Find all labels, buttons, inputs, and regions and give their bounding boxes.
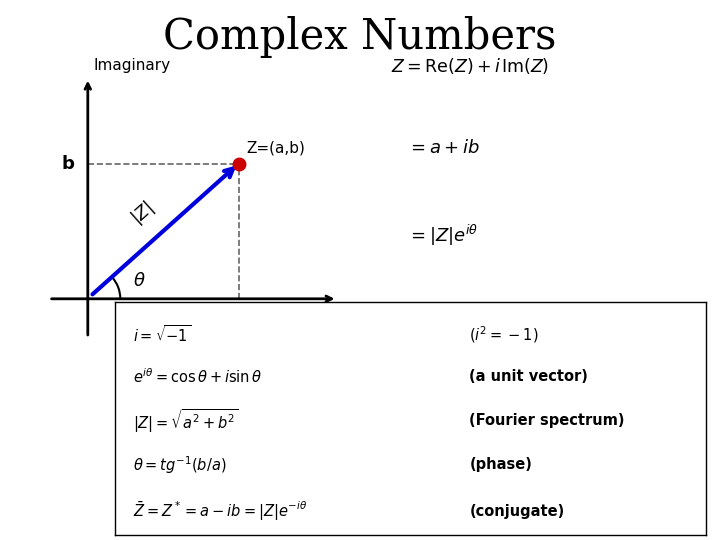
Text: (Fourier spectrum): (Fourier spectrum) [469, 413, 625, 428]
Text: |Z|: |Z| [127, 196, 158, 226]
Text: $\theta$: $\theta$ [133, 272, 146, 289]
Text: $\bar{Z} = Z^* = a - ib = |Z|e^{-i\theta}$: $\bar{Z} = Z^* = a - ib = |Z|e^{-i\theta… [133, 500, 307, 523]
Text: $Z = \mathrm{Re}(Z) + i\,\mathrm{Im}(Z)$: $Z = \mathrm{Re}(Z) + i\,\mathrm{Im}(Z)$ [391, 56, 549, 76]
Text: $= a + ib$: $= a + ib$ [407, 139, 480, 157]
Text: (phase): (phase) [469, 457, 532, 472]
Text: (conjugate): (conjugate) [469, 504, 564, 519]
Text: b: b [62, 154, 75, 173]
Text: $\theta = tg^{-1}(b/a)$: $\theta = tg^{-1}(b/a)$ [133, 454, 226, 476]
Text: (a unit vector): (a unit vector) [469, 369, 588, 384]
Text: $e^{i\theta} = \cos\theta + i\sin\theta$: $e^{i\theta} = \cos\theta + i\sin\theta$ [133, 367, 262, 386]
Text: Imaginary: Imaginary [93, 58, 170, 72]
Text: $|Z| = \sqrt{a^2 + b^2}$: $|Z| = \sqrt{a^2 + b^2}$ [133, 407, 238, 435]
Text: $i = \sqrt{-1}$: $i = \sqrt{-1}$ [133, 325, 191, 346]
Text: Real: Real [311, 304, 344, 319]
Text: $= |Z|e^{i\theta}$: $= |Z|e^{i\theta}$ [407, 222, 478, 248]
Text: a: a [233, 317, 244, 335]
Text: Complex Numbers: Complex Numbers [163, 16, 557, 58]
Text: Z=(a,b): Z=(a,b) [246, 141, 305, 156]
Text: $(i^2 = -1)$: $(i^2 = -1)$ [469, 325, 539, 345]
